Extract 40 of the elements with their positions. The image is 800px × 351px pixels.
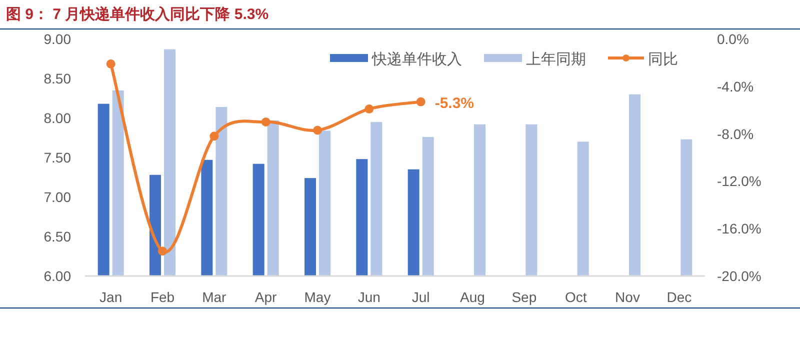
y-tick-label: 9.00	[44, 31, 72, 47]
point	[261, 117, 270, 126]
legend-item: 上年同期	[484, 51, 586, 68]
x-tick-label: Jun	[358, 289, 380, 305]
data-label: -5.3%	[434, 94, 474, 112]
point	[158, 246, 167, 256]
x-tick-label: Dec	[666, 289, 692, 305]
x-tick-label: Mar	[202, 289, 227, 305]
y-tick-label: 7.00	[44, 189, 72, 205]
point	[210, 132, 219, 141]
x-tick-label: Oct	[564, 289, 587, 305]
y2-tick-label: -12.0%	[717, 173, 762, 190]
y-tick-label: 7.50	[44, 150, 72, 166]
legend-label: 上年同期	[526, 51, 586, 68]
x-tick-label: May	[304, 289, 331, 305]
y-tick-label: 6.00	[44, 268, 72, 284]
legend-item: 同比	[608, 51, 678, 68]
y2-tick-label: -20.0%	[717, 268, 762, 284]
y2-tick-label: 0.0%	[717, 31, 749, 47]
legend-label: 快递单件收入	[371, 51, 462, 68]
point	[106, 59, 116, 68]
x-tick-label: Jul	[412, 289, 430, 305]
y2-tick-label: -16.0%	[717, 220, 762, 237]
y-tick-label: 8.00	[44, 110, 72, 126]
x-tick-label: Apr	[254, 289, 278, 305]
x-tick-label: Feb	[150, 289, 175, 305]
y-tick-label: 6.50	[44, 228, 72, 244]
y2-tick-label: -8.0%	[717, 126, 754, 142]
legend-item: 快递单件收入	[330, 51, 462, 68]
y2-tick-label: -4.0%	[717, 78, 754, 94]
legend-label: 同比	[648, 51, 678, 68]
y-tick-label: 8.50	[44, 70, 72, 86]
point	[364, 104, 374, 114]
x-tick-label: Aug	[460, 289, 485, 305]
x-tick-label: Sep	[512, 289, 537, 305]
chart-title: 图 9： 7 月快递单件收入同比下降 5.3%	[6, 5, 269, 23]
x-tick-label: Nov	[615, 289, 640, 305]
point	[416, 97, 426, 106]
x-tick-label: Jan	[100, 289, 122, 305]
point	[313, 126, 322, 135]
